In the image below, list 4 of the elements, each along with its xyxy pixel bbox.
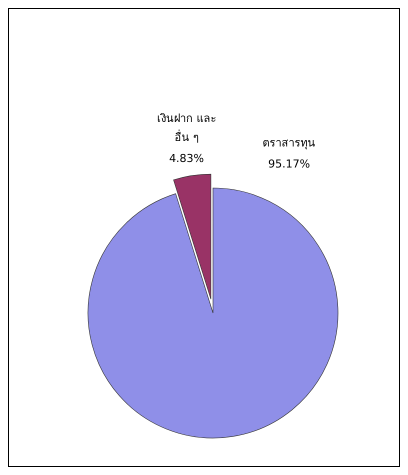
slice-label: ตราสารทุน (262, 136, 316, 150)
data-label: 95.17% (268, 157, 310, 170)
slice-label: เงินฝาก และ อื่น ๆ (156, 112, 216, 144)
data-label: 4.83% (169, 152, 204, 166)
